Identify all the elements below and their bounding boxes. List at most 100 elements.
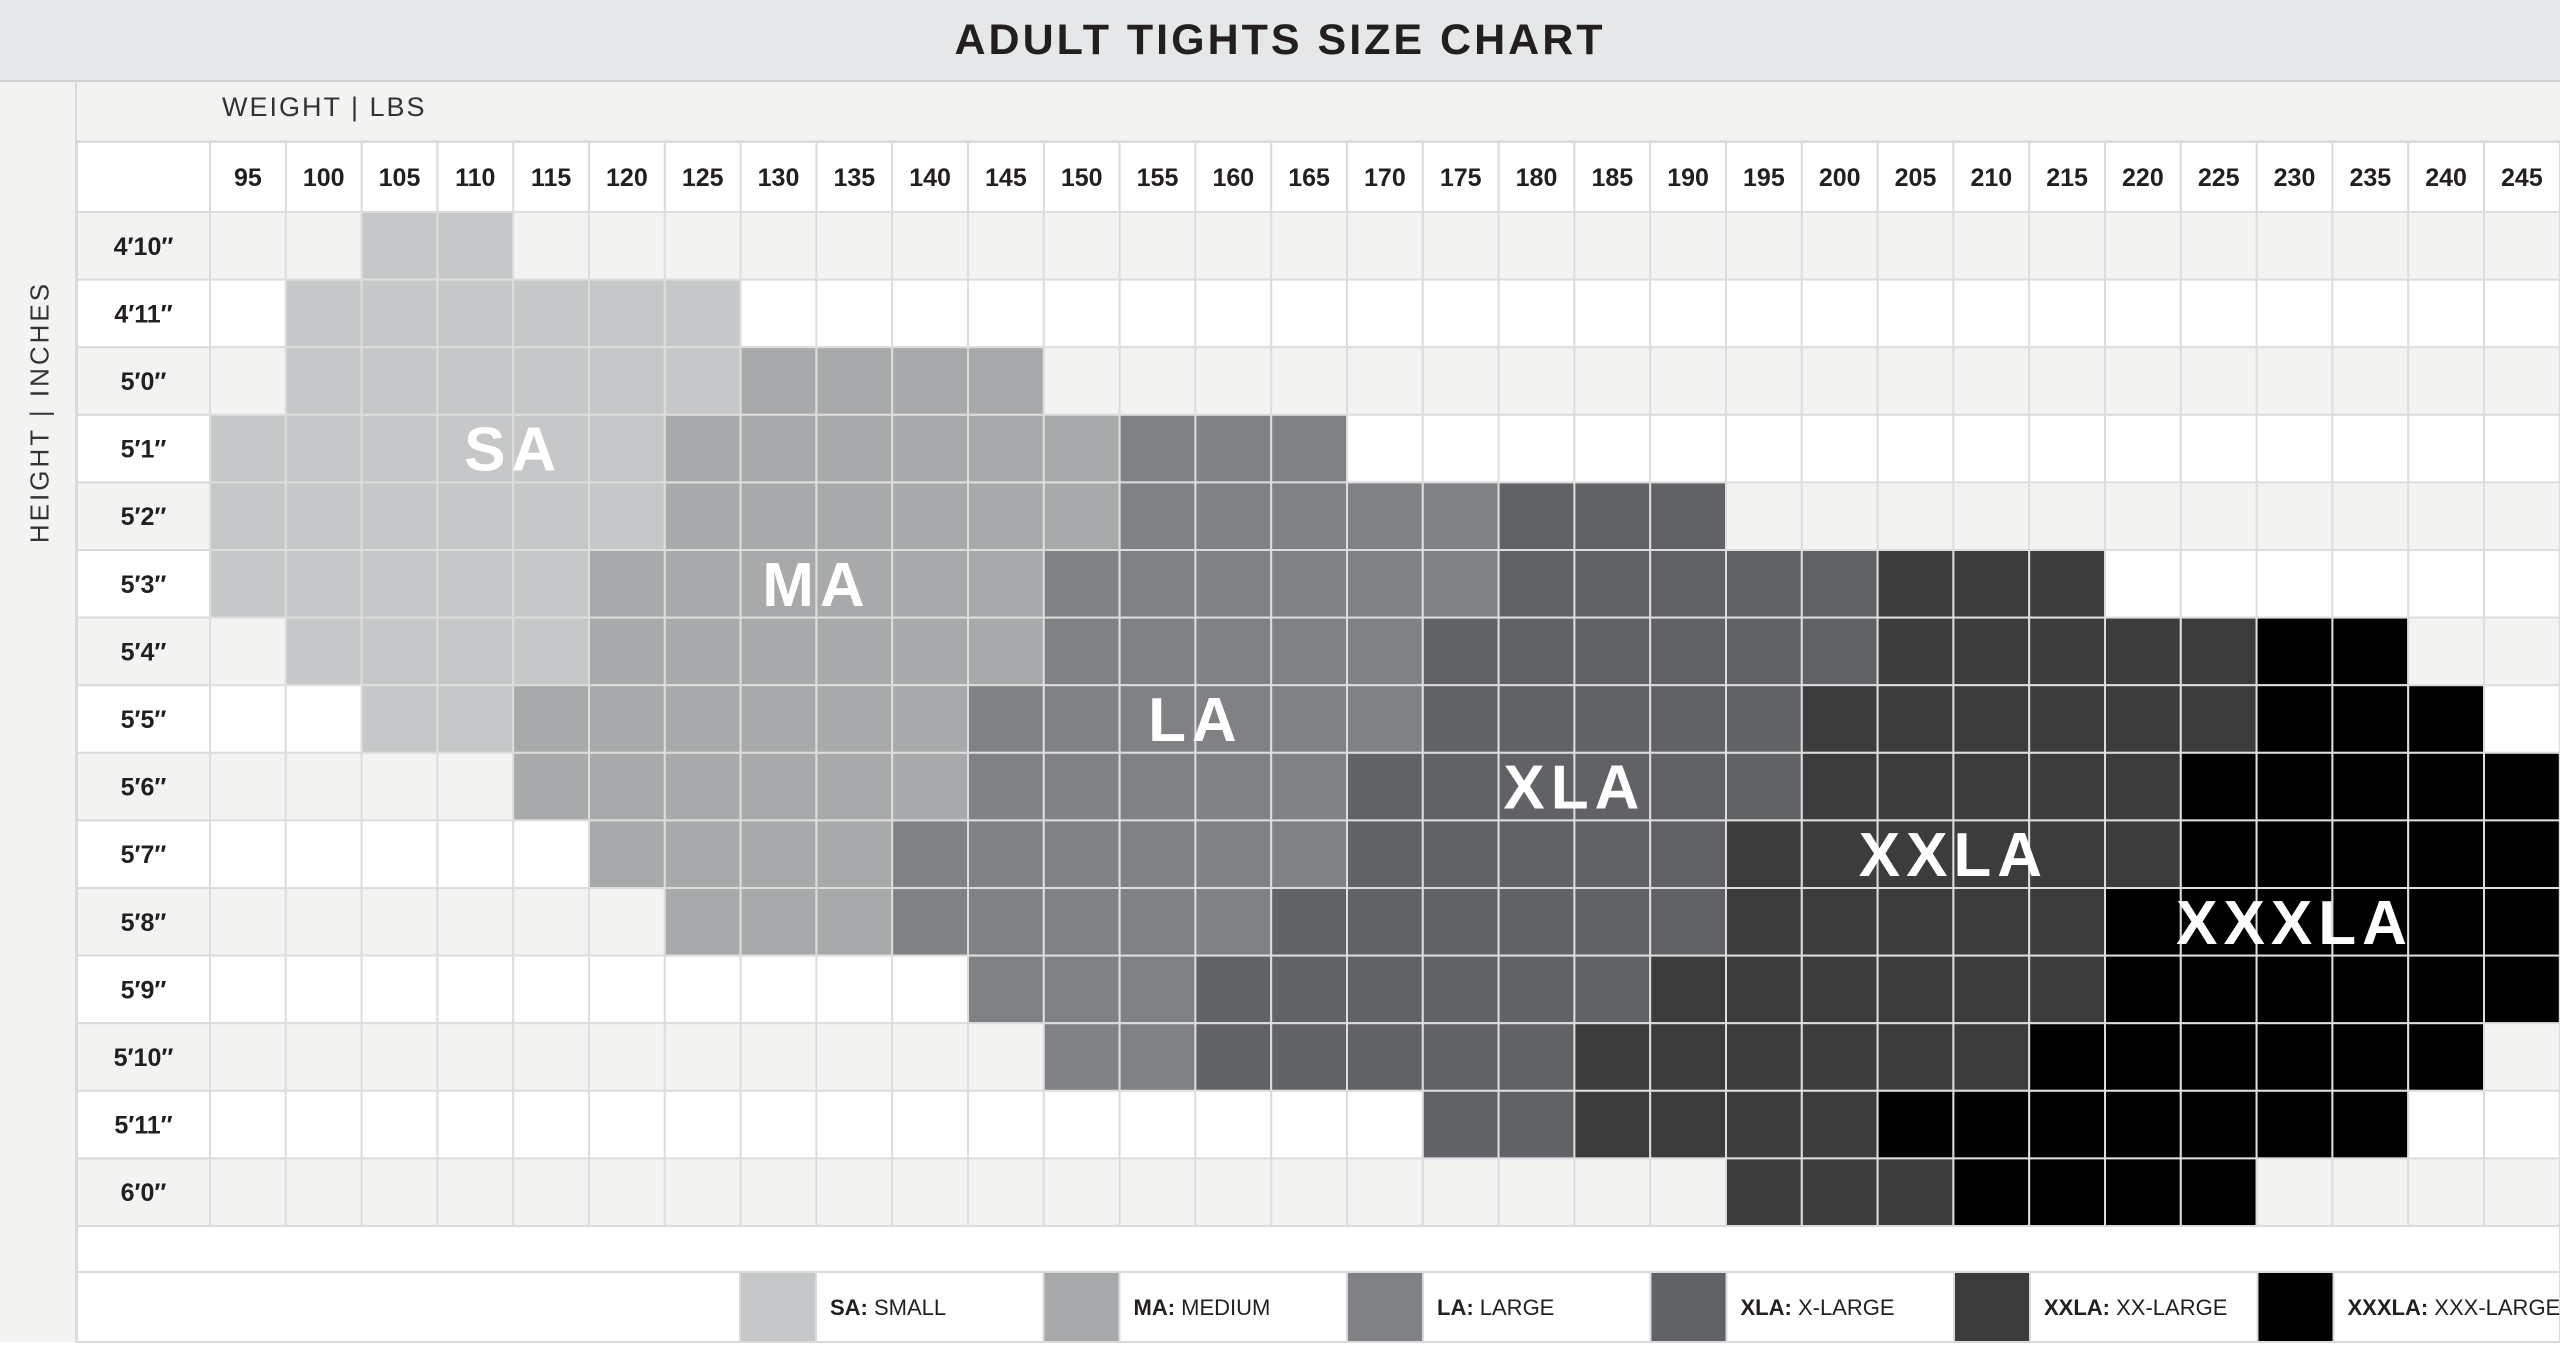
grid-cell	[1725, 1089, 1803, 1160]
grid-cell	[815, 481, 894, 551]
grid-cell	[1421, 954, 1500, 1025]
weight-tick-150: 150	[1061, 164, 1103, 192]
grid-cell	[512, 751, 591, 822]
grid-cell	[2104, 751, 2182, 822]
grid-cell	[1042, 751, 1121, 822]
grid-cell	[739, 1157, 818, 1228]
grid-cell	[1876, 346, 1955, 416]
grid-cell	[2179, 549, 2258, 619]
grid-cell	[1800, 954, 1879, 1025]
grid-cell	[1952, 616, 2031, 687]
grid-cell	[1952, 751, 2031, 822]
grid-cell	[588, 1022, 666, 1092]
grid-cell	[1042, 1089, 1121, 1160]
grid-cell	[512, 684, 591, 754]
grid-cell	[1649, 954, 1727, 1025]
weight-tick-180: 180	[1516, 164, 1558, 192]
grid-cell	[512, 1157, 591, 1228]
grid-cell	[284, 819, 363, 890]
grid-cell	[1573, 954, 1652, 1025]
grid-cell	[1346, 1022, 1424, 1092]
grid-cell	[1876, 1089, 1955, 1160]
grid-cell	[1876, 211, 1955, 281]
grid-cell	[967, 751, 1045, 822]
grid-cell	[1194, 1157, 1273, 1228]
grid-cell	[967, 346, 1045, 416]
weight-tick-95: 95	[234, 164, 262, 192]
grid-cell	[360, 481, 439, 551]
grid-cell	[588, 684, 666, 754]
legend-swatch-sa	[739, 1271, 817, 1343]
grid-cell	[1876, 684, 1955, 754]
grid-cell	[1952, 1157, 2031, 1228]
grid-cell	[2483, 413, 2560, 484]
grid-cell	[209, 751, 287, 822]
grid-cell	[1497, 413, 1576, 484]
grid-cell	[1194, 616, 1273, 687]
grid-cell	[2331, 1157, 2410, 1228]
grid-cell	[1497, 1022, 1576, 1092]
grid-cell	[2483, 819, 2560, 890]
grid-cell	[360, 684, 439, 754]
grid-cell	[2255, 954, 2334, 1025]
grid-cell	[512, 481, 591, 551]
grid-cell	[967, 887, 1045, 957]
grid-cell	[1042, 278, 1121, 349]
grid-cell	[1497, 616, 1576, 687]
grid-cell	[1421, 278, 1500, 349]
grid-cell	[1270, 413, 1348, 484]
grid-cell	[1800, 346, 1879, 416]
grid-cell	[1649, 278, 1727, 349]
row-label-14: 6′0″	[121, 1179, 167, 1207]
weight-tick-185: 185	[1591, 164, 1633, 192]
row-label-cell	[76, 1089, 211, 1160]
grid-cell	[209, 819, 287, 890]
grid-cell	[1573, 616, 1652, 687]
chart-title: ADULT TIGHTS SIZE CHART	[954, 15, 1606, 64]
grid-cell	[2104, 819, 2182, 890]
grid-cell	[2255, 346, 2334, 416]
grid-cell	[512, 346, 591, 416]
weight-tick-190: 190	[1667, 164, 1709, 192]
grid-cell	[2179, 413, 2258, 484]
grid-cell	[360, 413, 439, 484]
grid-cell	[2407, 549, 2485, 619]
weight-tick-235: 235	[2349, 164, 2391, 192]
grid-cell	[739, 684, 818, 754]
grid-cell	[1270, 1157, 1348, 1228]
grid-cell	[1194, 684, 1273, 754]
grid-cell	[2028, 887, 2106, 957]
grid-cell	[739, 1089, 818, 1160]
grid-cell	[209, 616, 287, 687]
weight-tick-100: 100	[303, 164, 345, 192]
grid-cell	[360, 1022, 439, 1092]
grid-cell	[663, 1089, 742, 1160]
grid-cell	[1649, 887, 1727, 957]
grid-cell	[1270, 1089, 1348, 1160]
grid-cell	[1042, 346, 1121, 416]
row-label-cell	[76, 346, 211, 416]
grid-cell	[1725, 751, 1803, 822]
grid-cell	[891, 887, 970, 957]
row-label-1: 4′11″	[114, 300, 172, 328]
grid-cell	[2028, 1157, 2106, 1228]
row-label-4: 5′2″	[121, 503, 167, 531]
grid-cell	[1649, 616, 1727, 687]
grid-cell	[815, 954, 894, 1025]
grid-cell	[2104, 1089, 2182, 1160]
grid-cell	[739, 819, 818, 890]
grid-cell	[1421, 819, 1500, 890]
grid-cell	[284, 954, 363, 1025]
grid-cell	[1952, 954, 2031, 1025]
grid-cell	[891, 549, 970, 619]
grid-cell	[360, 819, 439, 890]
grid-cell	[1421, 1157, 1500, 1228]
grid-cell	[2179, 819, 2258, 890]
weight-tick-115: 115	[531, 164, 571, 192]
grid-cell	[1118, 1089, 1197, 1160]
grid-cell	[2483, 481, 2560, 551]
grid-cell	[2179, 1089, 2258, 1160]
grid-cell	[1649, 211, 1727, 281]
grid-cell	[209, 684, 287, 754]
legend-code-xxla: XXLA:	[2044, 1295, 2110, 1320]
